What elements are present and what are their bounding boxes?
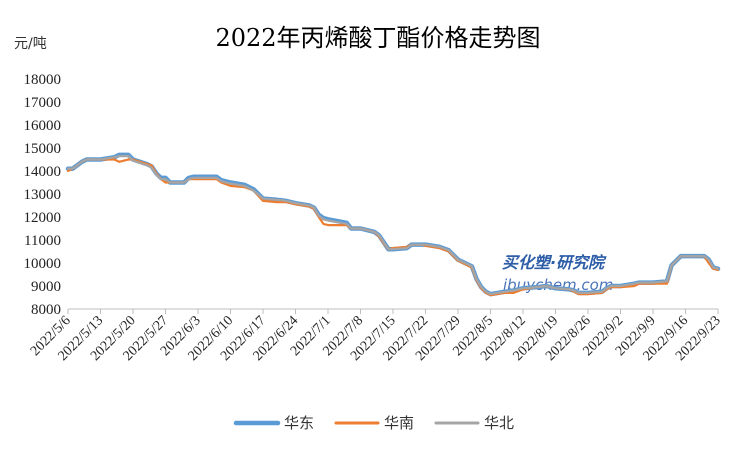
y-tick-label: 15000 xyxy=(24,141,62,157)
y-tick-label: 10000 xyxy=(24,256,62,272)
watermark-brand: 买化塑·研究院 xyxy=(502,253,607,272)
legend: 华东 华南 华北 xyxy=(233,414,514,432)
y-tick-label: 14000 xyxy=(24,164,62,180)
y-tick-label: 16000 xyxy=(24,118,62,134)
y-tick-label: 9000 xyxy=(31,279,61,295)
y-axis-unit-label: 元/吨 xyxy=(14,36,47,52)
y-tick-label: 17000 xyxy=(24,95,62,111)
series-lines xyxy=(65,152,721,297)
y-tick-label: 13000 xyxy=(24,187,62,203)
chart-title: 2022年丙烯酸丁酯价格走势图 xyxy=(215,24,540,52)
series-line-3 xyxy=(66,154,720,296)
legend-label: 华南 xyxy=(384,414,414,432)
series-line-1 xyxy=(65,152,721,297)
legend-label: 华东 xyxy=(284,414,314,432)
legend-label: 华北 xyxy=(484,414,514,432)
y-tick-label: 18000 xyxy=(24,72,62,88)
y-tick-label: 11000 xyxy=(24,233,61,249)
y-axis: 8000 9000 10000 11000 12000 13000 14000 15000 16… xyxy=(24,72,62,318)
watermark: 买化塑·研究院 ibuychem.com xyxy=(502,253,613,294)
y-tick-label: 8000 xyxy=(31,302,61,318)
x-axis: 2022/5/62022/5/132022/5/202022/5/272022/… xyxy=(28,308,724,364)
y-tick-label: 12000 xyxy=(24,210,62,226)
